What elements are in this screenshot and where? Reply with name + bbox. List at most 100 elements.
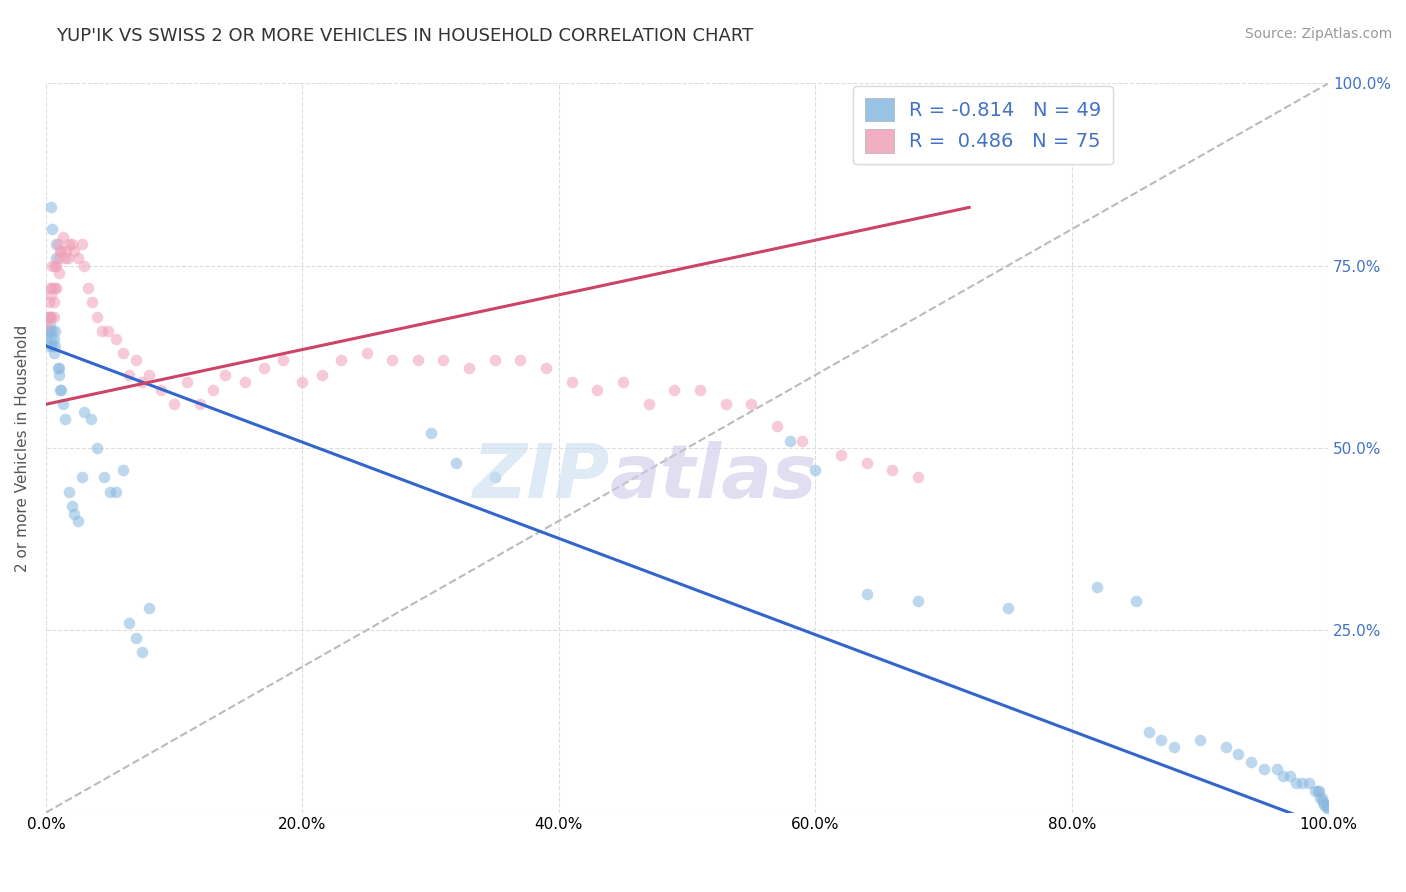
- Point: [291, 376, 314, 390]
- Point: [86, 441, 108, 455]
- Point: [49, 244, 72, 259]
- Point: [233, 376, 256, 390]
- Point: [118, 368, 141, 382]
- Point: [125, 353, 148, 368]
- Point: [56, 252, 79, 266]
- Point: [49, 383, 72, 397]
- Point: [38, 295, 60, 310]
- Point: [1150, 732, 1173, 747]
- Point: [45, 259, 67, 273]
- Point: [432, 353, 454, 368]
- Point: [1188, 732, 1211, 747]
- Point: [1137, 725, 1160, 739]
- Point: [39, 310, 62, 324]
- Point: [48, 252, 70, 266]
- Point: [60, 236, 83, 251]
- Point: [66, 514, 89, 528]
- Text: Source: ZipAtlas.com: Source: ZipAtlas.com: [1244, 27, 1392, 41]
- Point: [138, 368, 160, 382]
- Point: [1163, 739, 1185, 754]
- Point: [46, 236, 69, 251]
- Point: [664, 383, 686, 397]
- Point: [125, 631, 148, 645]
- Point: [163, 397, 186, 411]
- Point: [271, 353, 294, 368]
- Point: [42, 310, 65, 324]
- Point: [51, 244, 73, 259]
- Point: [73, 259, 96, 273]
- Point: [689, 383, 711, 397]
- Point: [39, 200, 62, 214]
- Point: [86, 310, 108, 324]
- Point: [42, 346, 65, 360]
- Point: [855, 587, 877, 601]
- Point: [740, 397, 762, 411]
- Point: [1315, 798, 1337, 813]
- Point: [37, 317, 59, 331]
- Point: [98, 484, 121, 499]
- Point: [253, 360, 276, 375]
- Point: [131, 376, 153, 390]
- Point: [1227, 747, 1250, 762]
- Y-axis label: 2 or more Vehicles in Household: 2 or more Vehicles in Household: [15, 325, 30, 572]
- Point: [1240, 755, 1263, 769]
- Point: [356, 346, 378, 360]
- Point: [131, 645, 153, 659]
- Point: [82, 295, 104, 310]
- Point: [188, 397, 211, 411]
- Point: [38, 310, 60, 324]
- Point: [73, 404, 96, 418]
- Point: [111, 463, 134, 477]
- Point: [58, 484, 80, 499]
- Point: [1305, 783, 1327, 797]
- Point: [48, 360, 70, 375]
- Point: [44, 324, 66, 338]
- Point: [779, 434, 801, 448]
- Point: [48, 368, 70, 382]
- Point: [66, 252, 89, 266]
- Point: [48, 266, 70, 280]
- Point: [41, 280, 63, 294]
- Point: [111, 346, 134, 360]
- Point: [41, 259, 63, 273]
- Point: [44, 259, 66, 273]
- Point: [381, 353, 404, 368]
- Point: [1272, 769, 1295, 783]
- Point: [1125, 594, 1147, 608]
- Point: [637, 397, 659, 411]
- Point: [42, 295, 65, 310]
- Point: [118, 615, 141, 630]
- Point: [907, 594, 929, 608]
- Point: [37, 332, 59, 346]
- Point: [214, 368, 236, 382]
- Point: [38, 339, 60, 353]
- Point: [41, 222, 63, 236]
- Point: [1285, 776, 1308, 790]
- Text: YUP'IK VS SWISS 2 OR MORE VEHICLES IN HOUSEHOLD CORRELATION CHART: YUP'IK VS SWISS 2 OR MORE VEHICLES IN HO…: [56, 27, 754, 45]
- Legend: R = -0.814   N = 49, R =  0.486   N = 75: R = -0.814 N = 49, R = 0.486 N = 75: [853, 86, 1114, 164]
- Point: [882, 463, 904, 477]
- Point: [714, 397, 737, 411]
- Point: [534, 360, 557, 375]
- Point: [612, 376, 634, 390]
- Point: [105, 484, 128, 499]
- Point: [58, 236, 80, 251]
- Point: [52, 397, 75, 411]
- Point: [38, 324, 60, 338]
- Point: [1312, 795, 1334, 809]
- Point: [63, 244, 86, 259]
- Point: [38, 317, 60, 331]
- Point: [176, 376, 198, 390]
- Point: [70, 236, 93, 251]
- Point: [804, 463, 827, 477]
- Point: [419, 426, 441, 441]
- Point: [51, 383, 73, 397]
- Point: [45, 280, 67, 294]
- Point: [765, 419, 787, 434]
- Point: [70, 470, 93, 484]
- Point: [1317, 802, 1340, 816]
- Point: [1298, 776, 1320, 790]
- Point: [561, 376, 583, 390]
- Point: [150, 383, 173, 397]
- Point: [855, 456, 877, 470]
